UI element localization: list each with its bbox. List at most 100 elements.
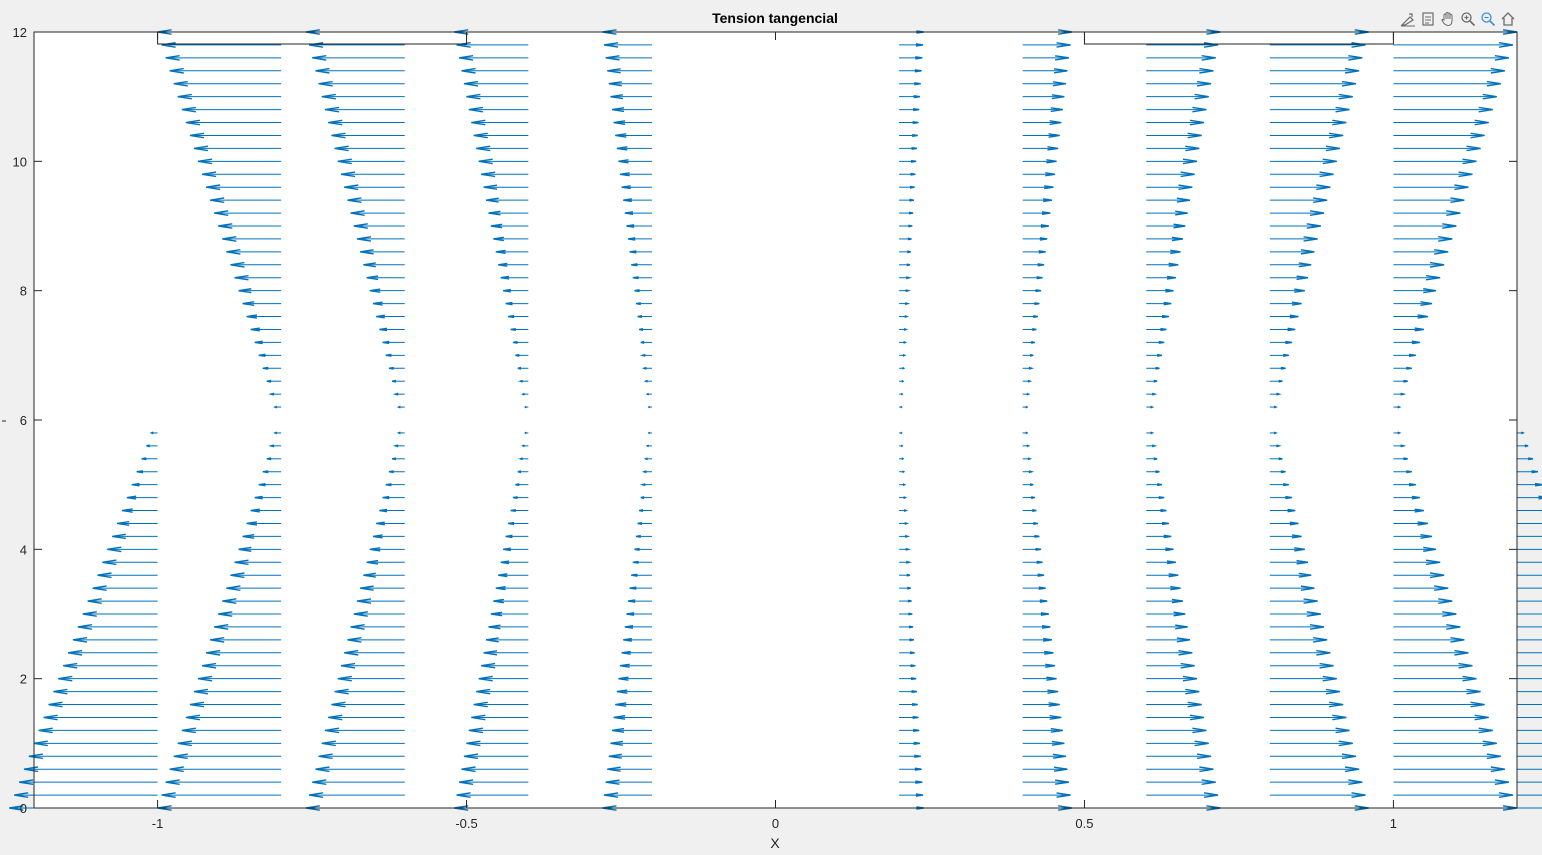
arrow-head bbox=[1037, 573, 1045, 577]
arrow-head bbox=[242, 301, 255, 307]
quiver-arrow bbox=[1146, 714, 1205, 721]
quiver-arrow bbox=[1022, 120, 1062, 125]
quiver-arrow bbox=[899, 328, 909, 331]
x-tick-label: 0.5 bbox=[1075, 816, 1093, 831]
quiver-arrow bbox=[899, 741, 921, 745]
arrow-head bbox=[643, 379, 648, 383]
arrow-head bbox=[911, 146, 917, 150]
arrow-head bbox=[1044, 185, 1054, 190]
quiver-arrow bbox=[1269, 158, 1337, 165]
arrow-head bbox=[246, 314, 258, 319]
quiver-arrow bbox=[1269, 662, 1334, 669]
brush-button[interactable] bbox=[1418, 9, 1438, 29]
quiver-arrow bbox=[899, 120, 919, 125]
arrow-head bbox=[1454, 649, 1469, 656]
arrow-head bbox=[1026, 444, 1031, 448]
arrow-head bbox=[483, 650, 498, 656]
arrow-head bbox=[1474, 714, 1489, 721]
quiver-arrow bbox=[503, 547, 529, 552]
arrow-head bbox=[1458, 662, 1473, 669]
arrow-head bbox=[518, 457, 523, 461]
arrow-head bbox=[1403, 379, 1408, 383]
arrow-head bbox=[1194, 93, 1209, 100]
arrow-head bbox=[1345, 67, 1360, 74]
arrow-head bbox=[102, 559, 117, 566]
quiver-arrow bbox=[899, 612, 913, 616]
quiver-arrow bbox=[1393, 366, 1412, 370]
quiver-arrow bbox=[1393, 261, 1445, 268]
quiver-arrow bbox=[379, 508, 405, 513]
arrow-head bbox=[1158, 340, 1165, 344]
arrow-head bbox=[1300, 585, 1315, 591]
arrow-head bbox=[1041, 624, 1051, 629]
y-tick-label: 10 bbox=[13, 154, 27, 169]
arrow-head bbox=[1306, 223, 1321, 229]
quiver-arrow bbox=[1146, 662, 1195, 669]
arrow-head bbox=[1051, 740, 1065, 746]
arrow-head bbox=[1285, 495, 1293, 500]
zoom-out-button[interactable] bbox=[1478, 9, 1498, 29]
arrow-head bbox=[1166, 560, 1176, 565]
quiver-arrow bbox=[1022, 586, 1046, 590]
quiver-arrow bbox=[1517, 522, 1542, 524]
home-button[interactable] bbox=[1498, 9, 1518, 29]
arrow-head bbox=[1285, 340, 1293, 345]
arrow-head bbox=[1341, 753, 1357, 760]
quiver-arrow bbox=[340, 662, 405, 669]
quiver-arrow bbox=[102, 559, 158, 566]
chart-title: Tension tangencial bbox=[712, 10, 838, 26]
arrow-head bbox=[1462, 675, 1477, 682]
arrow-head bbox=[308, 792, 324, 798]
arrow-head bbox=[471, 119, 486, 126]
quiver-arrow bbox=[1269, 80, 1357, 87]
arrow-head bbox=[353, 223, 368, 229]
quiver-arrow bbox=[1269, 340, 1293, 345]
quiver-arrow bbox=[503, 288, 529, 293]
quiver-arrow bbox=[461, 67, 529, 74]
quiver-arrow bbox=[473, 701, 529, 708]
arrow-head bbox=[372, 301, 383, 306]
pan-button[interactable] bbox=[1438, 9, 1458, 29]
quiver-arrow bbox=[1146, 483, 1162, 487]
quiver-arrow bbox=[28, 753, 158, 760]
arrow-head bbox=[507, 314, 515, 319]
arrow-head bbox=[382, 340, 390, 345]
arrow-head bbox=[1170, 249, 1181, 255]
arrow-head bbox=[136, 470, 144, 474]
quiver-arrow bbox=[189, 132, 282, 139]
quiver-arrow bbox=[1146, 766, 1214, 773]
arrow-head bbox=[97, 572, 112, 579]
quiver-arrow bbox=[899, 793, 924, 797]
arrow-head bbox=[1466, 688, 1481, 695]
quiver-arrow bbox=[631, 573, 652, 577]
arrow-head bbox=[369, 288, 381, 293]
quiver-arrow bbox=[1393, 559, 1441, 566]
zoom-in-button[interactable] bbox=[1458, 9, 1478, 29]
quiver-arrow bbox=[490, 611, 529, 617]
quiver-arrow bbox=[1146, 145, 1200, 152]
data-tips-button[interactable] bbox=[1398, 9, 1418, 29]
arrow-head bbox=[312, 779, 327, 786]
quiver-arrow bbox=[344, 184, 405, 191]
quiver-arrow bbox=[1022, 727, 1063, 733]
arrow-head bbox=[177, 93, 192, 100]
arrow-head bbox=[1185, 145, 1200, 152]
quiver-arrow bbox=[266, 379, 282, 383]
arrow-head bbox=[1041, 211, 1051, 216]
arrow-head bbox=[181, 727, 196, 734]
quiver-arrow bbox=[1269, 93, 1353, 100]
quiver-arrow bbox=[639, 353, 652, 357]
quiver-arrow bbox=[1146, 392, 1158, 396]
quiver-arrow bbox=[1146, 80, 1212, 87]
arrow-head bbox=[639, 353, 646, 357]
arrow-head bbox=[517, 366, 522, 370]
arrow-head bbox=[610, 740, 624, 746]
arrow-head bbox=[905, 547, 912, 551]
quiver-arrow bbox=[899, 353, 907, 357]
quiver-arrow bbox=[363, 572, 405, 578]
quiver-arrow bbox=[388, 366, 405, 370]
quiver-arrow bbox=[388, 470, 405, 474]
arrow-head bbox=[471, 714, 486, 721]
arrow-head bbox=[512, 496, 518, 500]
quiver-arrow bbox=[1022, 663, 1056, 668]
